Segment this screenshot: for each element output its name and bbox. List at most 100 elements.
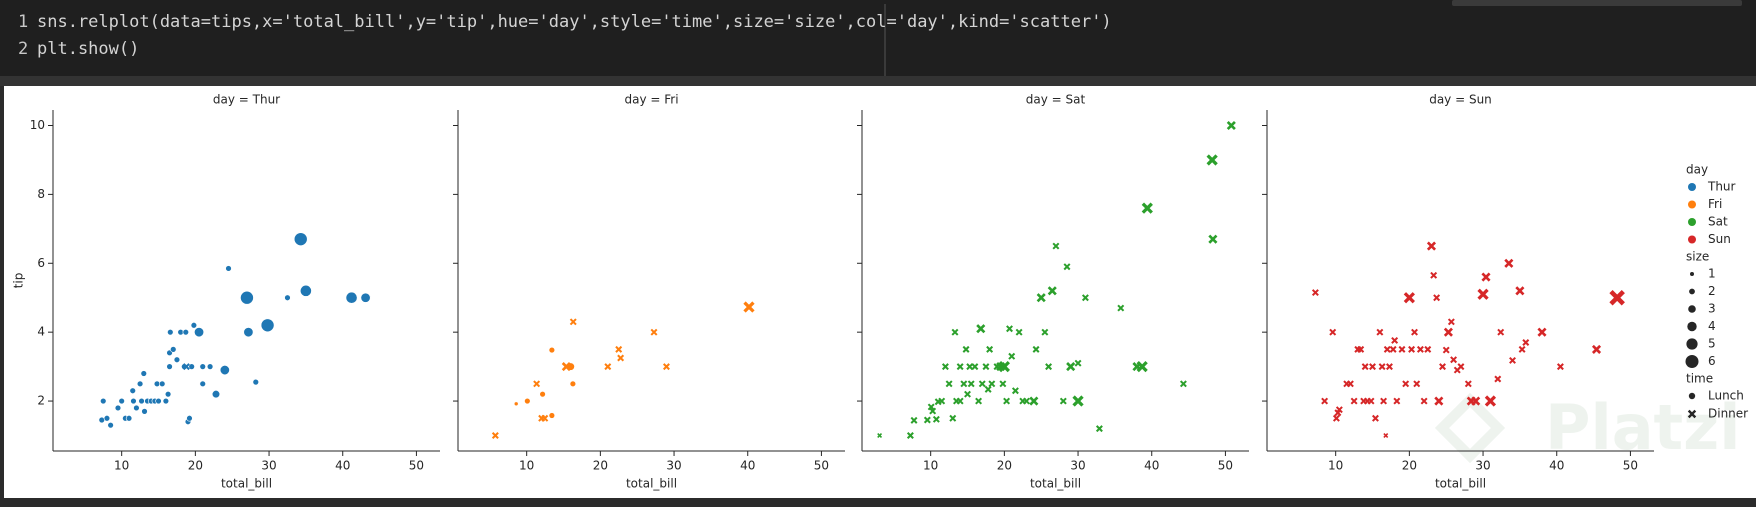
point bbox=[975, 397, 983, 405]
watermark-logo bbox=[1434, 392, 1506, 464]
point bbox=[1036, 293, 1046, 303]
point bbox=[966, 363, 974, 371]
point bbox=[1537, 327, 1547, 337]
point bbox=[1367, 397, 1375, 405]
point bbox=[533, 380, 541, 388]
point bbox=[1335, 406, 1343, 414]
point bbox=[129, 387, 136, 394]
point bbox=[1522, 339, 1530, 346]
line-number: 1 bbox=[18, 12, 28, 32]
point bbox=[1380, 397, 1388, 405]
point bbox=[1447, 318, 1455, 326]
point bbox=[1509, 356, 1516, 364]
point bbox=[1063, 263, 1071, 271]
point bbox=[998, 360, 1010, 373]
point bbox=[1402, 380, 1410, 388]
point bbox=[1383, 345, 1391, 353]
point bbox=[293, 232, 308, 246]
point bbox=[199, 363, 206, 370]
point bbox=[1378, 363, 1386, 371]
point bbox=[1424, 345, 1432, 353]
y-tick-label: 2 bbox=[37, 394, 45, 408]
legend-title: time bbox=[1686, 372, 1713, 386]
point bbox=[1006, 325, 1013, 333]
point bbox=[906, 432, 914, 439]
point bbox=[548, 346, 556, 354]
point bbox=[986, 345, 994, 353]
point bbox=[1329, 328, 1337, 336]
x-tick-label: 40 bbox=[1549, 459, 1564, 473]
point bbox=[138, 397, 145, 405]
point bbox=[967, 380, 975, 388]
point bbox=[164, 390, 172, 398]
point bbox=[1430, 271, 1438, 279]
point bbox=[284, 294, 291, 301]
point bbox=[159, 380, 166, 388]
y-tick-label: 4 bbox=[37, 325, 45, 339]
point bbox=[1408, 345, 1416, 353]
point bbox=[360, 292, 371, 303]
point bbox=[561, 362, 571, 372]
point bbox=[125, 415, 133, 422]
legend-label: Fri bbox=[1708, 197, 1722, 211]
point bbox=[1442, 346, 1450, 354]
point bbox=[1434, 396, 1444, 406]
legend-label: Thur bbox=[1707, 180, 1736, 194]
x-tick-label: 50 bbox=[1218, 459, 1233, 473]
point bbox=[1391, 336, 1399, 344]
point bbox=[617, 354, 625, 362]
point bbox=[1389, 345, 1397, 353]
cell-toolbar[interactable] bbox=[1452, 0, 1742, 6]
point bbox=[1504, 258, 1514, 268]
point bbox=[1361, 363, 1369, 371]
point bbox=[1350, 397, 1358, 405]
point bbox=[988, 380, 996, 388]
point bbox=[1332, 414, 1340, 422]
point bbox=[1081, 294, 1089, 302]
point bbox=[167, 328, 174, 336]
point bbox=[1045, 363, 1053, 371]
point bbox=[929, 407, 937, 415]
point bbox=[1450, 356, 1458, 364]
x-tick-label: 20 bbox=[997, 459, 1012, 473]
point bbox=[103, 415, 111, 422]
point bbox=[932, 415, 940, 423]
x-tick-label: 20 bbox=[1402, 459, 1417, 473]
point bbox=[1032, 345, 1040, 353]
x-tick-label: 40 bbox=[335, 459, 350, 473]
point bbox=[155, 397, 162, 405]
code-cell[interactable] bbox=[0, 0, 1756, 76]
point bbox=[1321, 397, 1329, 405]
point bbox=[1411, 328, 1418, 336]
point bbox=[173, 356, 181, 363]
point bbox=[569, 380, 577, 388]
point bbox=[1015, 328, 1023, 336]
legend-marker bbox=[1688, 235, 1696, 244]
point bbox=[1385, 363, 1393, 371]
x-axis-label: total_bill bbox=[1435, 477, 1486, 491]
point bbox=[1497, 328, 1505, 336]
point bbox=[956, 363, 964, 371]
point bbox=[1443, 327, 1453, 337]
point bbox=[260, 318, 275, 333]
point bbox=[1095, 425, 1103, 433]
point bbox=[345, 291, 358, 304]
legend-label: 6 bbox=[1708, 354, 1716, 368]
legend-marker bbox=[1688, 305, 1696, 313]
point bbox=[1591, 344, 1602, 354]
legend-marker bbox=[1687, 321, 1697, 332]
legend-marker bbox=[1685, 355, 1699, 368]
point bbox=[877, 433, 883, 438]
x-tick-label: 30 bbox=[666, 459, 681, 473]
x-axis-label: total_bill bbox=[221, 477, 272, 491]
point bbox=[1011, 387, 1019, 395]
point bbox=[949, 414, 957, 422]
point bbox=[1515, 286, 1525, 296]
point bbox=[1029, 396, 1039, 406]
watermark: Platzi bbox=[1545, 391, 1741, 464]
x-tick-label: 40 bbox=[740, 459, 755, 473]
point bbox=[910, 416, 918, 424]
point bbox=[243, 327, 254, 338]
point bbox=[1206, 154, 1218, 166]
